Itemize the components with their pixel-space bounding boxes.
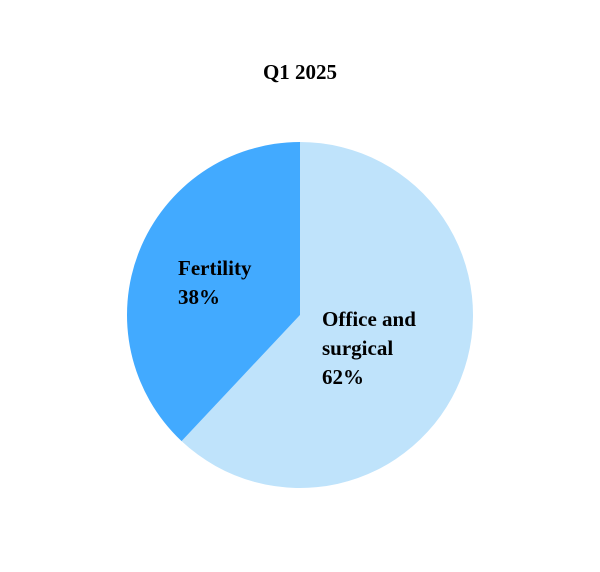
value-label: 62% [322, 365, 364, 389]
slice-label: Fertility [178, 256, 252, 280]
slice-label: Office and surgical [322, 307, 416, 360]
chart-title: Q1 2025 [262, 60, 338, 84]
pie-slice [127, 142, 300, 442]
value-label: 38% [178, 285, 220, 309]
pie-slice [181, 142, 474, 489]
